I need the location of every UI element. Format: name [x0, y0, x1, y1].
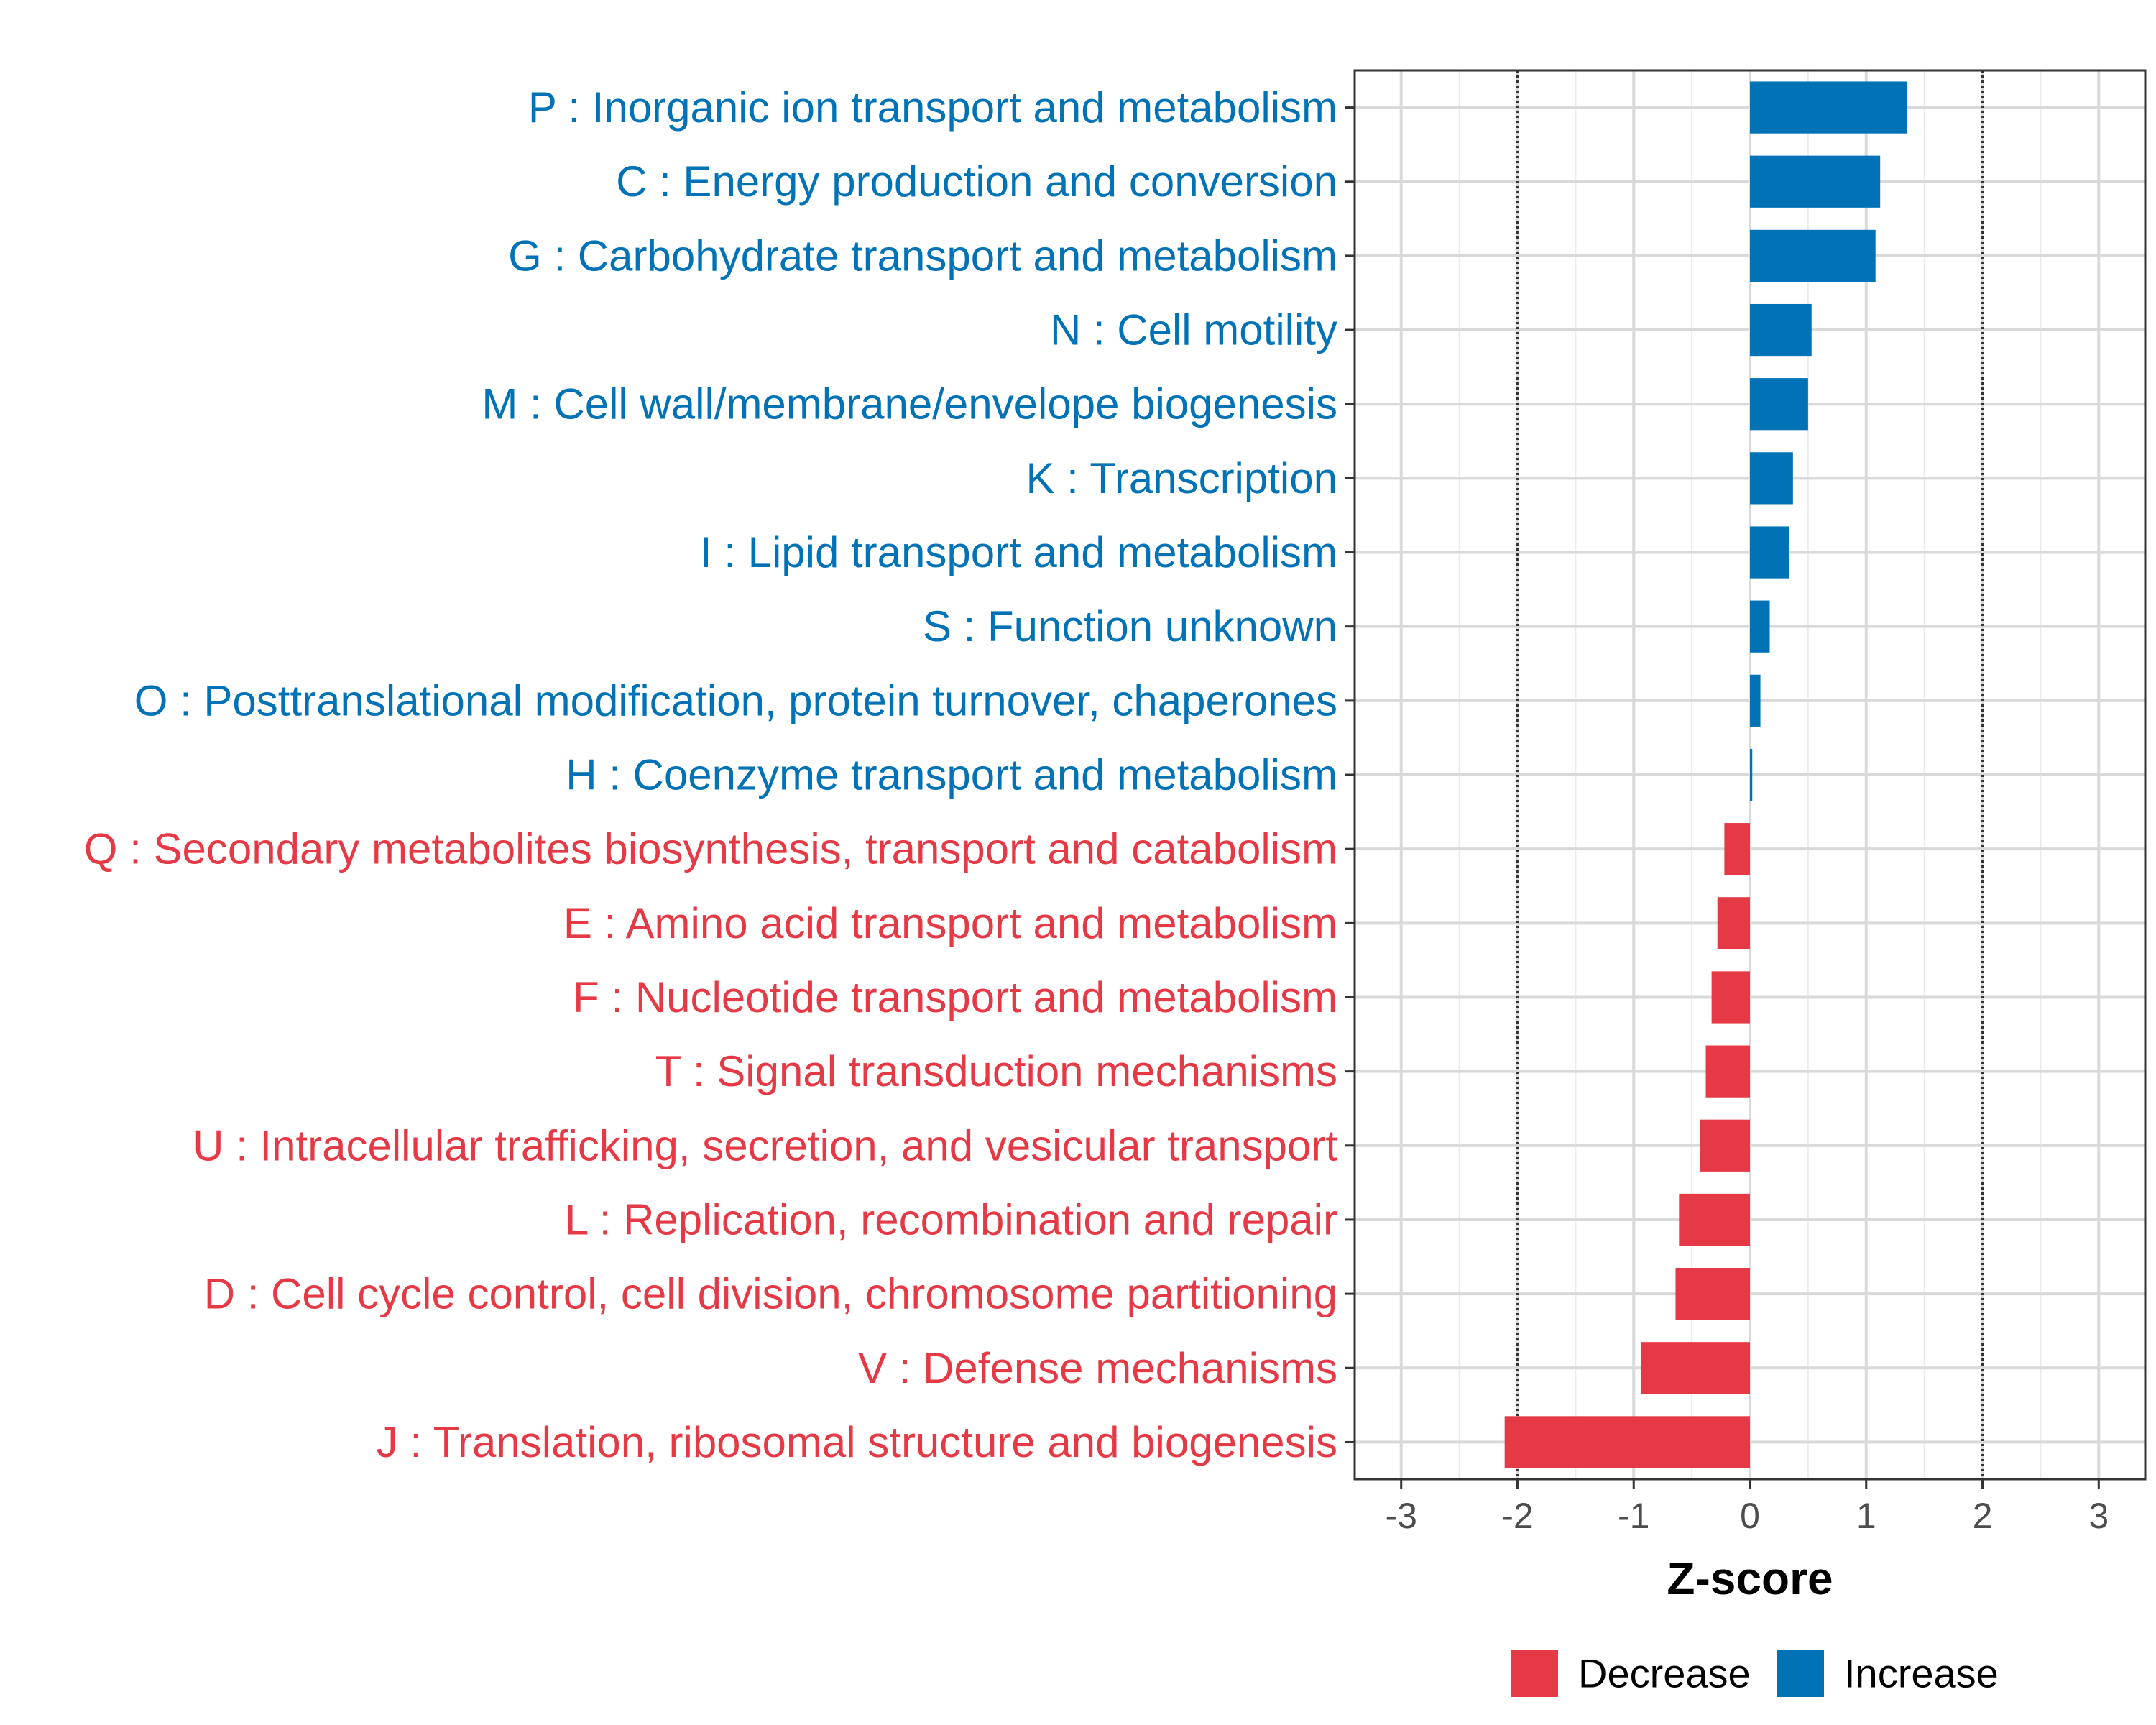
category-label: E : Amino acid transport and metabolism: [563, 899, 1337, 947]
category-label: O : Posttranslational modification, prot…: [134, 676, 1337, 724]
bar: [1711, 971, 1750, 1024]
x-tick-label: -2: [1501, 1496, 1533, 1536]
legend: Decrease Increase: [1511, 1650, 1999, 1697]
bar: [1504, 1416, 1750, 1468]
bar: [1750, 452, 1793, 505]
bar: [1705, 1045, 1750, 1098]
category-label: N : Cell motility: [1050, 306, 1337, 354]
bar: [1750, 155, 1881, 208]
category-label: L : Replication, recombination and repai…: [565, 1195, 1337, 1243]
bar: [1750, 674, 1761, 727]
x-tick-label: 0: [1740, 1496, 1760, 1536]
category-label: C : Energy production and conversion: [616, 157, 1337, 206]
category-label: S : Function unknown: [923, 602, 1337, 650]
legend-label-decrease: Decrease: [1578, 1651, 1751, 1696]
bar: [1750, 378, 1808, 431]
category-label: M : Cell wall/membrane/envelope biogenes…: [482, 380, 1337, 428]
legend-swatch-increase: [1777, 1650, 1824, 1697]
bar-layer: [1504, 81, 1907, 1468]
category-label: G : Carbohydrate transport and metabolis…: [508, 231, 1337, 280]
category-label: F : Nucleotide transport and metabolism: [573, 973, 1337, 1021]
x-axis-ticks: -3 -2 -1 0 1 2 3: [1385, 1479, 2109, 1536]
bar: [1724, 823, 1750, 875]
bar: [1717, 897, 1750, 949]
category-label: T : Signal transduction mechanisms: [655, 1047, 1337, 1095]
bar: [1750, 600, 1770, 653]
category-label: H : Coenzyme transport and metabolism: [566, 751, 1337, 799]
bar: [1679, 1193, 1750, 1246]
bar: [1750, 229, 1876, 282]
bar: [1750, 81, 1907, 134]
x-tick-label: 3: [2088, 1496, 2109, 1536]
bar: [1750, 526, 1789, 579]
category-label: V : Defense mechanisms: [858, 1344, 1337, 1392]
x-tick-label: -3: [1385, 1496, 1416, 1536]
category-label: I : Lipid transport and metabolism: [700, 528, 1337, 576]
x-tick-label: 1: [1856, 1496, 1876, 1536]
bar: [1750, 748, 1753, 801]
category-label: P : Inorganic ion transport and metaboli…: [528, 83, 1337, 132]
legend-label-increase: Increase: [1844, 1651, 1999, 1696]
category-label: K : Transcription: [1026, 454, 1337, 502]
bar: [1750, 303, 1812, 356]
bar: [1640, 1342, 1750, 1394]
category-label: D : Cell cycle control, cell division, c…: [204, 1270, 1337, 1318]
legend-swatch-decrease: [1511, 1650, 1558, 1697]
x-tick-label: -1: [1618, 1496, 1649, 1536]
x-axis-title: Z-score: [1667, 1552, 1833, 1604]
category-labels: P : Inorganic ion transport and metaboli…: [84, 83, 1338, 1466]
category-label: U : Intracellular trafficking, secretion…: [193, 1121, 1337, 1169]
category-label: Q : Secondary metabolites biosynthesis, …: [84, 825, 1337, 873]
bar: [1700, 1119, 1750, 1172]
bar: [1675, 1268, 1750, 1320]
x-tick-label: 2: [1973, 1496, 1993, 1536]
category-label: J : Translation, ribosomal structure and…: [377, 1418, 1337, 1466]
reference-lines: [1516, 70, 1984, 1479]
y-axis-ticks: [1345, 106, 1355, 1443]
